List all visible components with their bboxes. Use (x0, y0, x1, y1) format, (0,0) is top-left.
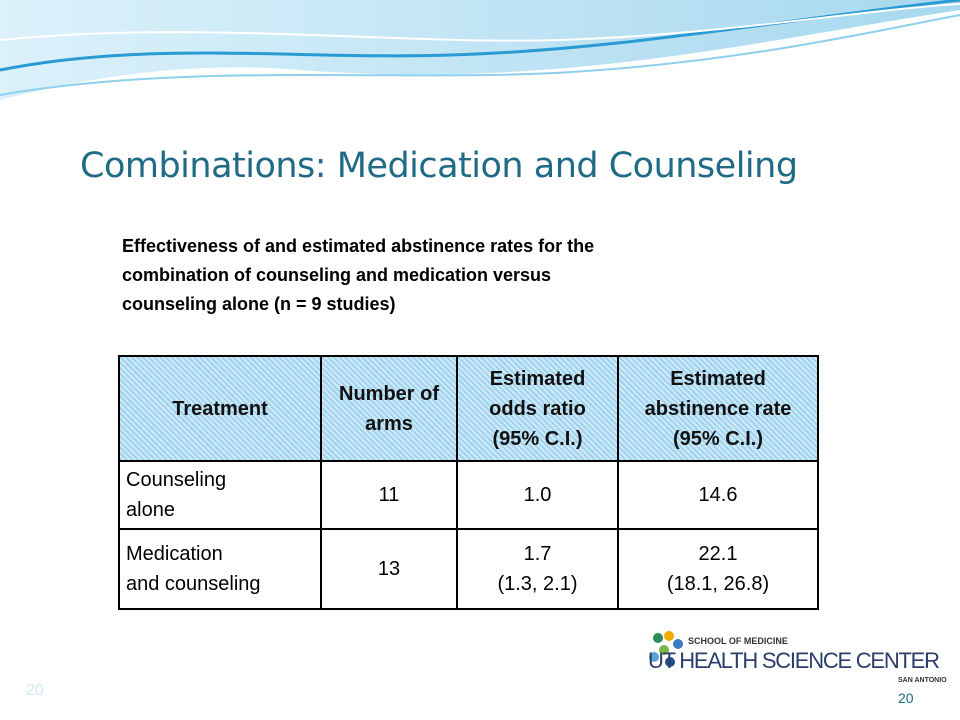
header-row: Treatment Number of arms Estimated odds … (118, 355, 819, 462)
caption: Effectiveness of and estimated abstinenc… (122, 232, 594, 319)
cell-line: 1.0 (523, 484, 552, 506)
cell: Medication and counseling (118, 528, 322, 610)
row: Counseling alone 11 1.0 14.6 (118, 460, 819, 530)
column-header: Number of arms (320, 355, 458, 462)
title: Combinations: Medication and Counseling (80, 146, 798, 186)
cell-line: Medication (126, 543, 223, 565)
slide-number: 20 (26, 682, 44, 699)
cell: 22.1 (18.1, 26.8) (617, 528, 819, 610)
caption-line: combination of counseling and medication… (122, 265, 552, 285)
decor-waves (0, 0, 960, 100)
column-header: Estimated abstinence rate (95% C.I.) (617, 355, 819, 462)
slide-number: 20 (898, 690, 914, 706)
cell: Counseling alone (118, 460, 322, 530)
cell: 1.0 (456, 460, 619, 530)
column-header: Treatment (118, 355, 322, 462)
cell: 1.7 (1.3, 2.1) (456, 528, 619, 610)
cell-line: alone (126, 499, 175, 521)
row: Medication and counseling 13 1.7 (1.3, 2.1… (118, 528, 819, 610)
logo-text: SAN ANTONIO (898, 677, 947, 684)
cell-line: and counseling (126, 573, 261, 595)
caption-line: Effectiveness of and estimated abstinenc… (122, 236, 595, 256)
cell-line: 14.6 (698, 484, 738, 506)
cell-line: 1.7 (523, 543, 552, 565)
column-header: Estimated odds ratio (95% C.I.) (456, 355, 619, 462)
cell: 14.6 (617, 460, 819, 530)
logo: SCHOOL OF MEDICINE UT HEALTH SCIENCE CEN… (648, 631, 947, 684)
cell: 11 (320, 460, 458, 530)
cell-line: 11 (378, 484, 400, 506)
cell-line: (1.3, 2.1) (497, 573, 578, 595)
logo-text: SCHOOL OF MEDICINE (688, 636, 788, 646)
cell-line: 22.1 (698, 543, 738, 565)
cell: 13 (320, 528, 458, 610)
logo-text: UT HEALTH SCIENCE CENTER (648, 648, 940, 673)
caption-line: counseling alone (n = 9 studies) (122, 294, 396, 314)
cell-line: 13 (377, 558, 401, 580)
table: Treatment Number of arms Estimated odds … (118, 355, 819, 610)
cell-line: Counseling (126, 469, 227, 491)
cell-line: (18.1, 26.8) (666, 573, 770, 595)
